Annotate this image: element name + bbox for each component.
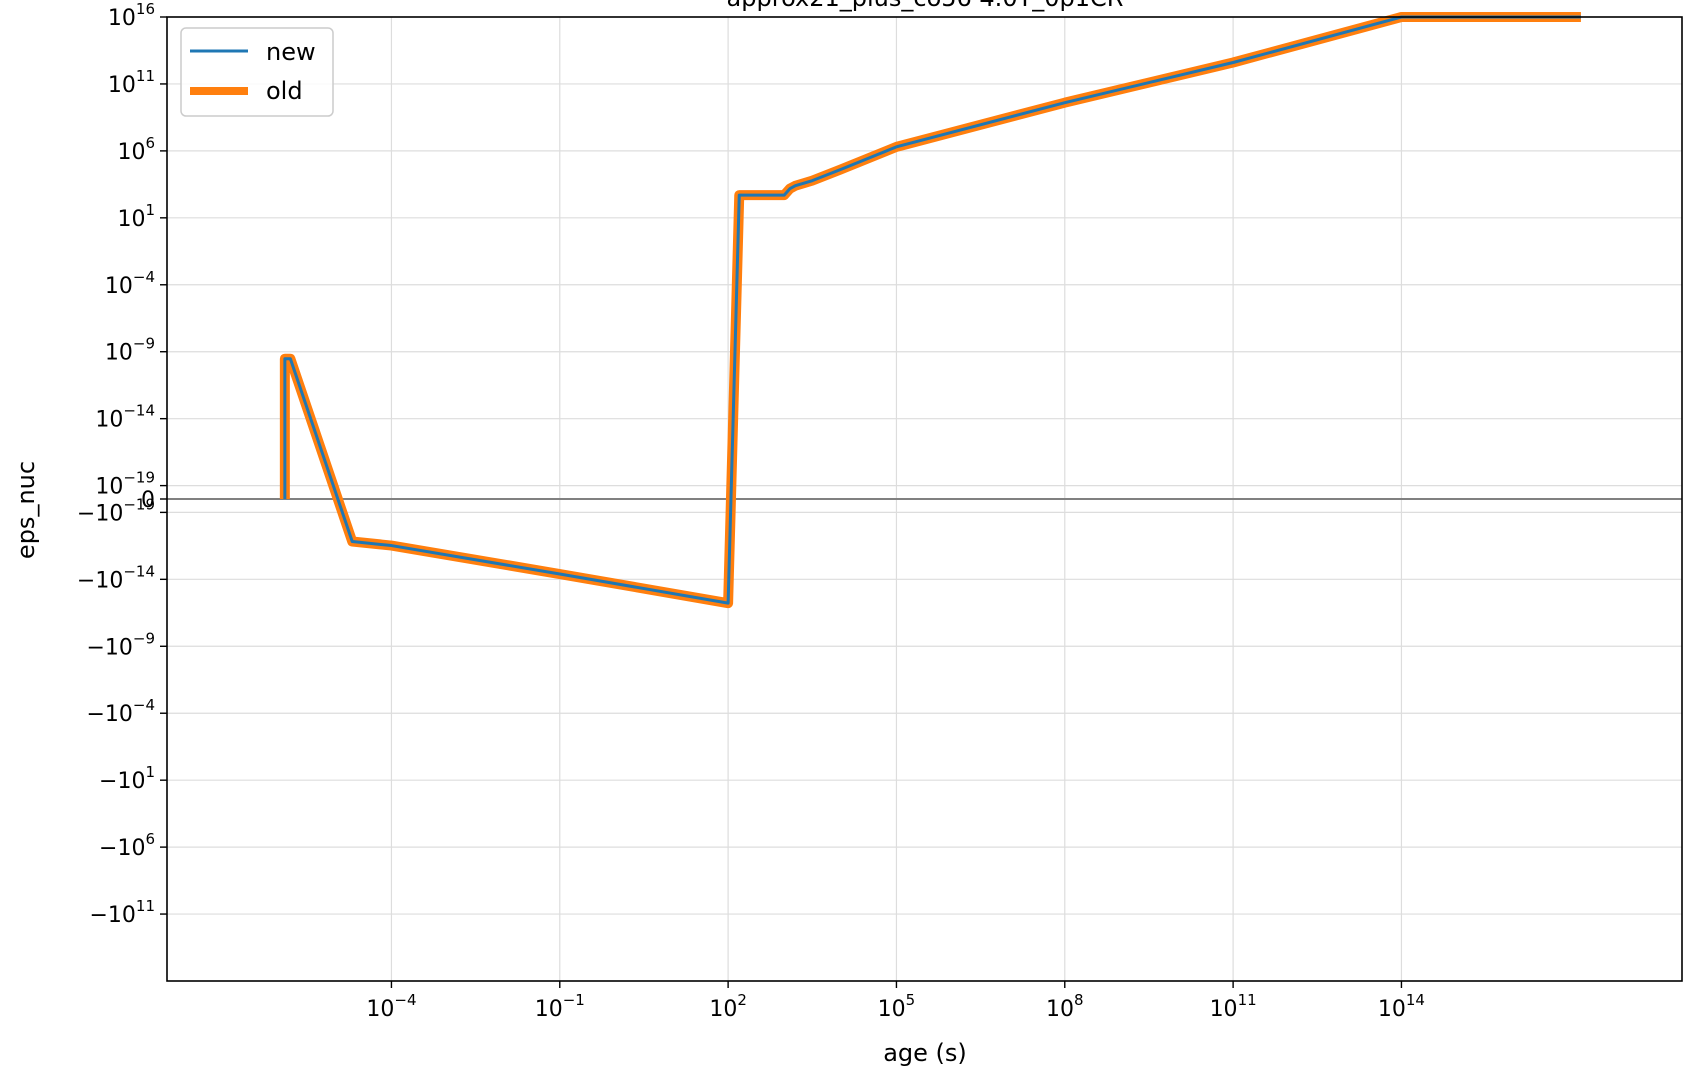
x-tick-label: 10−4	[366, 991, 416, 1022]
y-tick-label: 1011	[108, 67, 155, 98]
y-axis-ticks: 1016 1011 106 101 10−4 10−9 10−14 10−190−10−19 −…	[77, 0, 167, 928]
y-tick-label: −10−4	[86, 696, 155, 727]
series-line-old	[279, 12, 1581, 609]
y-tick-label: 0	[141, 488, 155, 513]
y-tick-label: 106	[117, 134, 155, 165]
series-line-new	[283, 15, 1581, 605]
y-tick-label: 101	[117, 201, 155, 232]
y-tick-label: 10−4	[105, 268, 155, 299]
grid	[167, 16, 1682, 981]
y-tick-label: −106	[99, 830, 155, 861]
x-tick-label: 1011	[1210, 991, 1257, 1022]
legend: new old	[180, 27, 334, 117]
y-tick-label: −101	[99, 763, 155, 794]
y-tick-label: 10−9	[105, 335, 155, 366]
y-tick-label: 10−19	[95, 469, 155, 500]
series-layer	[279, 12, 1581, 609]
y-tick-label: −10−9	[86, 629, 155, 660]
x-axis-label: age (s)	[883, 1039, 967, 1067]
x-tick-label: 10−1	[535, 991, 585, 1022]
y-tick-label: 1016	[108, 0, 155, 31]
y-tick-label: −10−14	[77, 562, 155, 593]
x-axis-ticks: 10−4 10−1 102 105 108 1011 1014	[366, 981, 1425, 1022]
y-axis-label: eps_nuc	[12, 461, 40, 559]
legend-label-new: new	[266, 38, 316, 66]
y-tick-label: 10−14	[95, 402, 155, 433]
legend-label-old: old	[266, 77, 303, 105]
y-tick-label: −10−19	[77, 495, 155, 526]
y-tick-label: −1011	[89, 897, 155, 928]
x-tick-label: 108	[1046, 991, 1084, 1022]
chart-title: approx21_plus_co56 4.0T_0p1CR	[727, 0, 1124, 12]
x-tick-label: 105	[878, 991, 916, 1022]
x-tick-label: 102	[709, 991, 747, 1022]
x-tick-label: 1014	[1378, 991, 1425, 1022]
